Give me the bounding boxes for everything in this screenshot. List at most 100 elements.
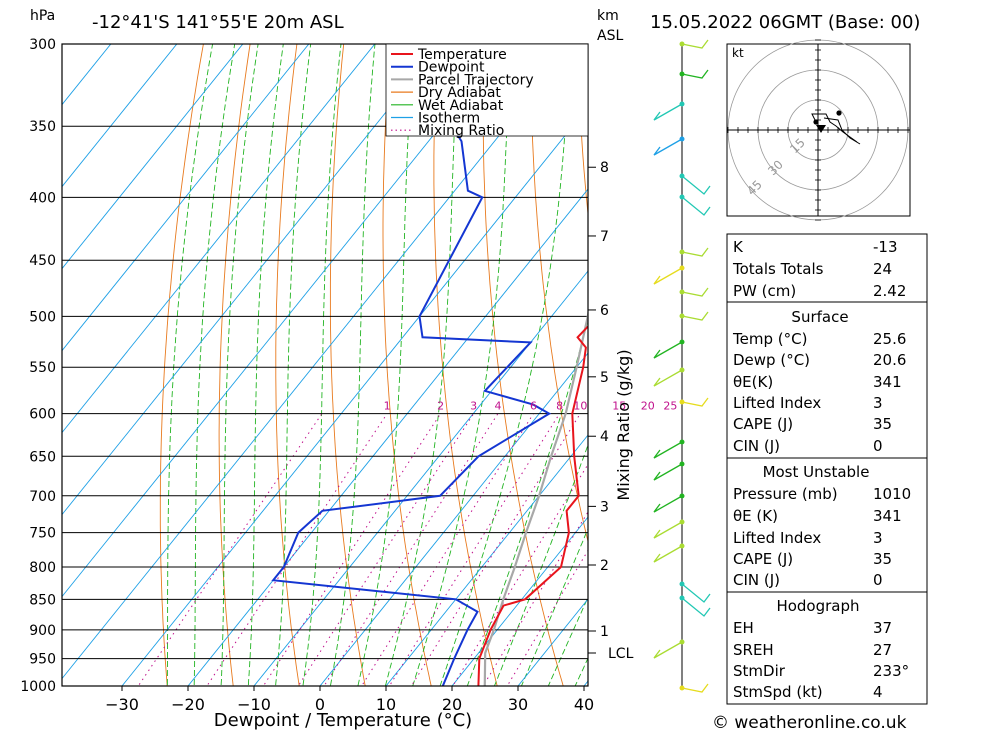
km-tick-label: 5 (600, 370, 609, 386)
hodograph-point (813, 119, 818, 124)
wind-barb (654, 268, 682, 284)
hodograph-unit: kt (732, 46, 744, 60)
tt-value: 24 (873, 260, 892, 278)
wind-barb (682, 176, 710, 194)
pw-label: PW (cm) (733, 282, 796, 300)
wet-adiabat-line (194, 7, 242, 712)
mixing-ratio-line (437, 414, 619, 712)
wind-barbs (654, 40, 710, 692)
pressure-tick-labels: 300 350 400 450 500 550 600 650 700 750 800 850 900 9… (20, 37, 56, 695)
pressure-tick-label: 950 (29, 652, 56, 668)
surface-table: Surface Temp (°C) 25.6 Dewp (°C) 20.6 θE… (727, 302, 927, 458)
temperature-tick-label: −30 (105, 695, 139, 714)
wind-barb (654, 496, 682, 512)
mu-thetae-value: 341 (873, 507, 902, 525)
mu-li-value: 3 (873, 529, 883, 547)
mu-cin-label: CIN (J) (733, 571, 780, 589)
hodograph-table: Hodograph EH 37 SREH 27 StmDir 233° StmS… (727, 592, 927, 704)
pressure-tick-label: 650 (29, 449, 56, 465)
km-tick-label: 4 (600, 429, 609, 445)
dry-adiabat-line (160, 7, 210, 712)
wind-barb (682, 248, 708, 256)
surface-thetae-value: 341 (873, 373, 902, 391)
pressure-tick-label: 700 (29, 489, 56, 505)
wind-barb (654, 104, 682, 120)
dry-adiabat-line (990, 7, 1000, 712)
lcl-label: LCL (608, 646, 634, 662)
pressure-tick-label: 750 (29, 526, 56, 542)
mu-pressure-value: 1010 (873, 485, 911, 503)
mu-title: Most Unstable (763, 463, 870, 481)
mixing-ratio-label: 6 (530, 400, 537, 413)
pressure-tick-label: 800 (29, 560, 56, 576)
legend-entry: Mixing Ratio (418, 123, 504, 139)
wind-barb (682, 197, 710, 215)
dry-adiabat-line (898, 7, 1000, 712)
asl-unit-label: ASL (597, 28, 623, 44)
most-unstable-table: Most Unstable Pressure (mb) 1010 θE (K) … (727, 458, 927, 592)
surface-title: Surface (791, 308, 848, 326)
surface-dewp-value: 20.6 (873, 351, 906, 369)
mixing-ratio-label: 20 (641, 400, 655, 413)
eh-label: EH (733, 619, 754, 637)
k-value: -13 (873, 238, 898, 256)
mu-cin-value: 0 (873, 571, 883, 589)
mixing-ratio-label: 25 (663, 400, 677, 413)
temperature-tick-label: 30 (508, 695, 528, 714)
hodograph-point (836, 110, 841, 115)
wind-barb (654, 464, 682, 480)
surface-thetae-label: θE(K) (733, 373, 773, 391)
wet-adiabat-line (167, 7, 219, 712)
mu-cape-label: CAPE (J) (733, 550, 793, 568)
mixing-ratio-label: 1 (384, 400, 391, 413)
datetime-title: 15.05.2022 06GMT (Base: 00) (650, 12, 920, 33)
surface-dewp-label: Dewp (°C) (733, 351, 810, 369)
x-axis-label: Dewpoint / Temperature (°C) (214, 710, 472, 731)
surface-temp-value: 25.6 (873, 330, 906, 348)
km-tick-label: 2 (600, 558, 609, 574)
mixing-ratio-label: 3 (470, 400, 477, 413)
isotherm-line (0, 7, 404, 712)
km-unit-label: km (597, 8, 619, 24)
surface-li-label: Lifted Index (733, 394, 821, 412)
indices-table: K -13 Totals Totals 24 PW (cm) 2.42 (727, 234, 927, 302)
mixing-ratio-label: 10 (573, 400, 587, 413)
wind-barb (682, 398, 708, 406)
dry-adiabat-line (219, 7, 256, 712)
pressure-tick-label: 1000 (20, 679, 56, 695)
hodo-title: Hodograph (776, 597, 859, 615)
stmspd-label: StmSpd (kt) (733, 683, 823, 701)
hpa-unit-label: hPa (30, 8, 55, 24)
stmspd-value: 4 (873, 683, 883, 701)
pressure-tick-label: 300 (29, 37, 56, 53)
wind-barb (682, 684, 708, 692)
hodograph: kt 153045 (727, 40, 910, 220)
km-tick-label: 3 (600, 499, 609, 515)
copyright-link[interactable]: © weatheronline.co.uk (712, 713, 907, 733)
pressure-tick-label: 850 (29, 592, 56, 608)
temperature-tick-label: −20 (171, 695, 205, 714)
mixing-ratio-label: 8 (556, 400, 563, 413)
surface-cin-value: 0 (873, 437, 883, 455)
wind-barb (654, 642, 682, 658)
wet-adiabat-line (220, 7, 264, 712)
pressure-tick-label: 400 (29, 190, 56, 206)
pw-value: 2.42 (873, 282, 906, 300)
mixing-ratio-line (282, 414, 474, 712)
wind-barb (654, 370, 682, 386)
eh-value: 37 (873, 619, 892, 637)
mixing-ratio-axis-label: Mixing Ratio (g/kg) (614, 349, 633, 500)
wind-barb (654, 139, 682, 155)
surface-temp-label: Temp (°C) (732, 330, 807, 348)
mu-li-label: Lifted Index (733, 529, 821, 547)
wind-barb (654, 342, 682, 358)
mixing-ratio-line (247, 414, 441, 712)
mixing-ratio-label: 4 (494, 400, 501, 413)
wet-adiabat-line (299, 7, 345, 712)
surface-cape-value: 35 (873, 415, 892, 433)
wind-barb (682, 70, 708, 78)
dry-adiabat-line (577, 7, 705, 712)
dry-adiabat-line (944, 7, 1000, 712)
sreh-label: SREH (733, 641, 774, 659)
mixing-ratio-label: 2 (437, 400, 444, 413)
